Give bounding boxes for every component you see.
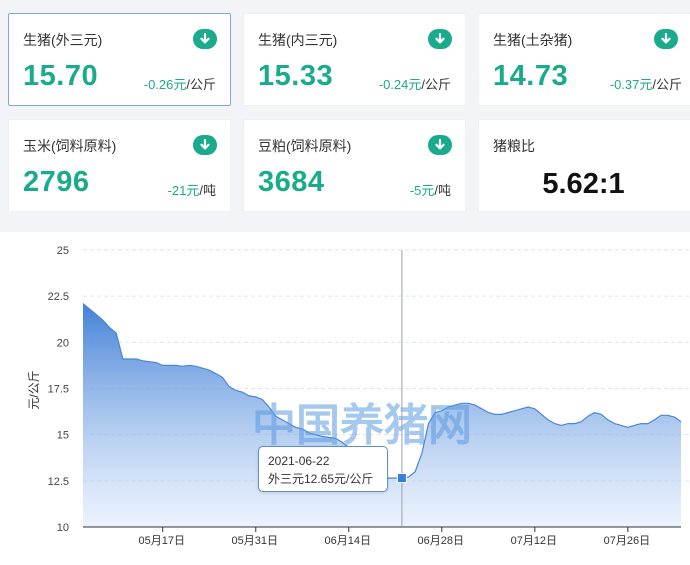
ratio-value: 5.62:1	[542, 168, 625, 200]
watermark: 中国养猪网	[252, 400, 472, 451]
y-tick-label: 22.5	[48, 291, 69, 303]
series-area	[83, 303, 681, 527]
change-delta: -0.24元	[378, 77, 422, 92]
card-price: 15.70	[23, 60, 99, 92]
card-title: 猪粮比	[493, 138, 535, 154]
x-tick-label: 05月31日	[232, 535, 278, 547]
price-chart[interactable]: 中国养猪网 10 12.5 15 17.5 20 22.5 25 05月17日 05月31日 06…	[0, 232, 690, 565]
x-tick-label: 06月28日	[418, 535, 464, 547]
card-change: -0.37元/公斤	[610, 74, 682, 93]
card-price: 3684	[258, 166, 325, 198]
highlight-point	[396, 473, 407, 484]
y-tick-label: 12.5	[48, 476, 69, 488]
x-tick-label: 05月17日	[138, 535, 184, 547]
card-price: 15.33	[258, 60, 334, 92]
tooltip-date: 2021-06-22	[268, 454, 330, 468]
y-tick-label: 10	[57, 522, 69, 534]
change-unit: /公斤	[652, 77, 682, 92]
price-card-corn[interactable]: 玉米(饲料原料) 2796 -21元/吨	[8, 119, 231, 212]
change-delta: -5元	[409, 183, 435, 198]
change-delta: -21元	[167, 183, 200, 198]
y-tick-label: 17.5	[48, 384, 69, 396]
arrow-down-icon	[193, 29, 217, 49]
card-change: -0.24元/公斤	[379, 74, 451, 93]
change-delta: -0.26元	[143, 77, 187, 92]
y-tick-label: 15	[57, 430, 69, 442]
change-unit: /公斤	[421, 77, 451, 92]
arrow-down-icon	[654, 29, 678, 49]
y-tick-label: 20	[57, 337, 69, 349]
price-card-soymeal[interactable]: 豆粕(饲料原料) 3684 -5元/吨	[243, 119, 466, 212]
pointer-layer	[396, 250, 407, 527]
chart-tooltip: 2021-06-22 外三元12.65元/公斤	[258, 446, 388, 492]
arrow-down-icon	[428, 29, 452, 49]
x-tick-label: 06月14日	[325, 535, 371, 547]
card-title: 豆粕(饲料原料)	[258, 138, 352, 154]
card-title: 玉米(饲料原料)	[23, 138, 117, 154]
arrow-down-icon	[428, 135, 452, 155]
change-unit: /吨	[199, 183, 216, 198]
price-chart-svg[interactable]: 中国养猪网 10 12.5 15 17.5 20 22.5 25 05月17日 05月31日 06…	[0, 232, 690, 565]
y-axis-label: 元/公斤	[27, 370, 41, 409]
x-tick-label: 07月26日	[604, 535, 650, 547]
axis-layer: 10 12.5 15 17.5 20 22.5 25 05月17日 05月31日 06月14日 06…	[48, 245, 681, 547]
change-unit: /公斤	[186, 77, 216, 92]
card-title: 生猪(外三元)	[23, 32, 103, 48]
arrow-down-icon	[193, 135, 217, 155]
card-change: -0.26元/公斤	[144, 74, 216, 93]
x-tick-label: 07月12日	[511, 535, 557, 547]
card-title: 生猪(土杂猪)	[493, 32, 573, 48]
card-change: -5元/吨	[410, 180, 451, 199]
change-unit: /吨	[434, 183, 451, 198]
y-tick-label: 25	[57, 245, 69, 257]
card-price: 14.73	[493, 60, 569, 92]
price-card-inner-three[interactable]: 生猪(内三元) 15.33 -0.24元/公斤	[243, 13, 466, 106]
card-title: 生猪(内三元)	[258, 32, 338, 48]
tooltip-text: 外三元12.65元/公斤	[268, 472, 374, 486]
pig-grain-ratio-card[interactable]: 猪粮比 5.62:1	[478, 119, 690, 212]
price-card-outer-three[interactable]: 生猪(外三元) 15.70 -0.26元/公斤	[8, 13, 231, 106]
card-change: -21元/吨	[168, 180, 216, 199]
change-delta: -0.37元	[609, 77, 653, 92]
card-price: 2796	[23, 166, 90, 198]
price-card-local-pig[interactable]: 生猪(土杂猪) 14.73 -0.37元/公斤	[478, 13, 690, 106]
